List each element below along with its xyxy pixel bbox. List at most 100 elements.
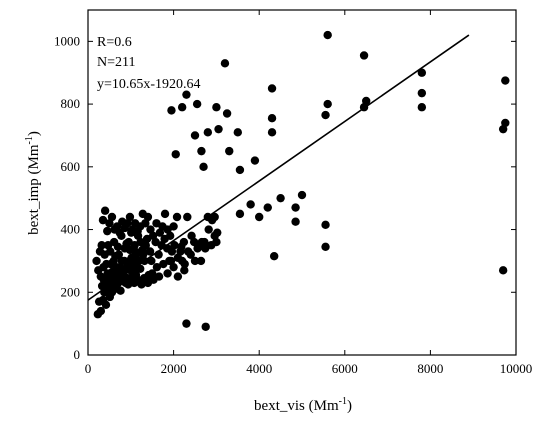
data-point: [417, 88, 427, 98]
data-point: [177, 256, 187, 266]
y-tick-label: 800: [61, 96, 81, 111]
plot-frame: [87, 9, 517, 356]
data-point: [212, 237, 221, 247]
data-point: [210, 212, 219, 222]
y-tick-label: 400: [61, 222, 81, 237]
fit-line-group: [87, 34, 470, 301]
data-point: [180, 266, 189, 275]
data-point: [321, 220, 330, 230]
y-axis-ticks: 0 200 400 600 800 1000: [54, 33, 516, 362]
data-point: [169, 222, 178, 231]
y-tick-label: 600: [61, 159, 81, 174]
data-point: [113, 242, 123, 251]
data-point: [160, 209, 170, 219]
data-point: [98, 215, 108, 225]
data-point: [197, 146, 206, 156]
data-point: [183, 247, 193, 256]
data-point: [213, 228, 222, 237]
data-point: [501, 76, 510, 85]
y-tick-label: 1000: [54, 33, 80, 48]
data-point: [214, 124, 223, 134]
data-point: [101, 300, 111, 310]
data-point: [498, 124, 508, 134]
data-point: [170, 241, 179, 250]
data-point: [121, 264, 130, 273]
data-point: [148, 269, 157, 278]
data-point: [203, 128, 213, 137]
data-point: [192, 99, 202, 109]
data-point: [321, 110, 330, 120]
fit-line: [87, 34, 470, 301]
data-point: [201, 322, 210, 331]
data-point: [255, 212, 264, 222]
data-point: [225, 146, 234, 156]
data-point: [145, 247, 155, 256]
data-point: [276, 193, 285, 203]
data-point: [212, 103, 221, 112]
data-point: [111, 252, 120, 261]
y-axis-title-main: bext_imp (Mm: [26, 144, 42, 235]
x-tick-label: 2000: [161, 361, 187, 376]
data-point: [323, 99, 332, 109]
x-tick-label: 6000: [332, 361, 358, 376]
data-point: [267, 128, 277, 137]
data-point: [197, 237, 207, 247]
x-axis-title-close: ): [347, 398, 352, 414]
x-axis-title-main: bext_vis (Mm: [254, 398, 339, 414]
data-point: [177, 242, 186, 251]
data-point: [177, 103, 187, 112]
data-point: [152, 262, 162, 272]
data-points: [92, 30, 510, 331]
y-tick-label: 200: [61, 284, 81, 299]
data-point: [182, 319, 191, 328]
data-point: [106, 259, 115, 269]
data-point: [159, 259, 168, 269]
data-point: [163, 269, 172, 278]
data-point: [160, 234, 169, 244]
annotation-equation: y=10.65x-1920.64: [97, 77, 201, 92]
x-axis-title: bext_vis (Mm-1): [254, 396, 352, 414]
data-point: [132, 250, 141, 259]
data-point: [182, 90, 191, 99]
data-point: [246, 200, 255, 209]
data-point: [172, 212, 182, 222]
data-point: [190, 256, 200, 266]
data-point: [96, 306, 106, 316]
data-point: [297, 190, 307, 200]
data-point: [321, 242, 330, 251]
x-tick-label: 8000: [417, 361, 443, 376]
data-point: [130, 241, 139, 250]
data-point: [291, 203, 300, 212]
data-point: [107, 212, 117, 222]
y-axis-title: bext_imp (Mm-1): [24, 131, 42, 235]
data-point: [183, 212, 192, 222]
data-point: [263, 203, 272, 212]
data-point: [201, 244, 210, 253]
data-point: [269, 252, 279, 261]
data-point: [125, 212, 135, 222]
x-axis-ticks: 0 2000 4000 6000 8000 10000: [85, 10, 532, 376]
data-point: [199, 162, 208, 172]
data-point: [171, 150, 180, 159]
data-point: [190, 131, 200, 140]
data-point: [267, 114, 277, 123]
data-point: [123, 273, 133, 283]
data-point: [222, 109, 232, 118]
x-tick-label: 0: [85, 361, 92, 376]
data-point: [498, 266, 508, 275]
data-point: [233, 128, 242, 137]
data-point: [147, 256, 156, 266]
data-point: [105, 283, 114, 292]
data-point: [97, 241, 106, 250]
x-tick-label: 4000: [246, 361, 272, 376]
y-tick-label: 0: [74, 347, 81, 362]
data-point: [204, 225, 213, 234]
data-point: [154, 272, 164, 281]
data-point: [169, 262, 178, 272]
x-axis-title-sup: -1: [339, 396, 347, 407]
data-point: [359, 51, 369, 60]
data-point: [100, 206, 110, 215]
annotation-r: R=0.6: [97, 35, 132, 50]
data-point: [267, 84, 277, 93]
